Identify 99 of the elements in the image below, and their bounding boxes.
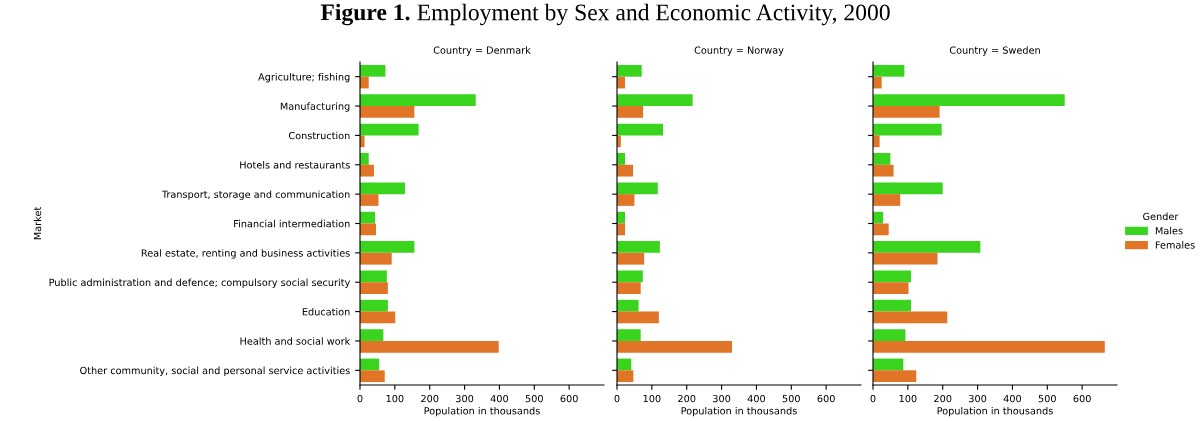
x-tick-label: 500 <box>782 394 800 403</box>
bar <box>873 135 880 148</box>
bar <box>360 370 385 383</box>
bar <box>360 106 415 118</box>
bar <box>873 270 911 283</box>
x-tick-label: 0 <box>357 394 363 403</box>
bar <box>617 123 664 136</box>
x-tick-label: 100 <box>386 394 404 403</box>
y-tick-label: Other community, social and personal service activities <box>80 366 350 377</box>
x-tick-label: 0 <box>614 394 620 403</box>
x-axis-title: Population in thousands <box>424 406 540 417</box>
bar <box>873 358 904 371</box>
bar <box>617 252 645 265</box>
bar <box>873 241 981 253</box>
bar <box>873 106 940 118</box>
y-tick-label: Financial intermediation <box>234 219 350 228</box>
bar <box>360 299 388 312</box>
x-tick-label: 100 <box>899 394 917 403</box>
y-tick-label: Construction <box>288 131 350 140</box>
bar <box>873 311 948 324</box>
y-tick-label: Hotels and restaurants <box>240 161 350 169</box>
bar <box>360 153 369 165</box>
bar <box>617 340 733 353</box>
chart-title: Country = Norway <box>694 46 784 56</box>
bar <box>873 329 906 341</box>
bar <box>360 282 388 294</box>
bar <box>873 153 891 165</box>
bar <box>617 64 642 77</box>
bar <box>360 270 387 283</box>
bar <box>873 299 911 312</box>
bar <box>873 194 901 206</box>
y-axis-title: Market <box>33 207 42 240</box>
bar <box>617 299 639 312</box>
bar <box>617 370 634 383</box>
bar <box>360 340 499 353</box>
bar <box>873 94 1065 107</box>
x-tick-label: 500 <box>1038 394 1056 403</box>
chart-title: Country = Sweden <box>949 46 1040 56</box>
bar <box>617 270 643 283</box>
x-tick-label: 200 <box>678 394 696 403</box>
bar <box>873 164 894 177</box>
bar <box>617 282 641 294</box>
x-tick-label: 100 <box>643 394 661 403</box>
x-axis-title: Population in thousands <box>937 406 1053 417</box>
y-tick-label: Transport, storage and communication <box>161 190 350 200</box>
bar <box>360 252 392 265</box>
x-tick-label: 400 <box>490 394 509 403</box>
bar <box>873 123 942 136</box>
bar <box>360 194 379 206</box>
y-tick-label: Agriculture; fishing <box>258 72 350 83</box>
bar <box>617 241 660 253</box>
bar <box>360 164 374 177</box>
x-axis-title: Population in thousands <box>681 406 797 417</box>
bar <box>873 182 943 195</box>
bar <box>873 252 938 265</box>
bar <box>873 340 1105 353</box>
y-tick-label: Public administration and defence; compulsory social security <box>49 278 350 288</box>
y-tick-label: Education <box>302 307 350 316</box>
bar <box>360 241 415 253</box>
x-tick-label: 500 <box>525 394 543 403</box>
bar <box>360 94 476 107</box>
x-tick-label: 300 <box>456 394 474 403</box>
caption: Figure 1. Employment by Sex and Economic Activity, 2000 <box>320 3 890 26</box>
bar <box>873 223 889 236</box>
x-tick-label: 600 <box>560 394 578 403</box>
bar <box>617 329 641 341</box>
bar <box>617 94 693 107</box>
bar <box>360 123 419 136</box>
bar <box>360 182 405 195</box>
y-tick-label: Real estate, renting and business activities <box>141 249 350 259</box>
x-tick-label: 200 <box>421 394 439 403</box>
bar <box>873 211 884 224</box>
x-tick-label: 600 <box>817 394 835 403</box>
bar <box>360 135 365 148</box>
bar <box>617 311 659 324</box>
bar <box>360 211 375 224</box>
x-tick-label: 0 <box>870 394 876 403</box>
x-tick-label: 300 <box>969 394 987 403</box>
y-tick-label: Health and social work <box>240 337 351 345</box>
bar <box>360 329 384 341</box>
x-tick-label: 400 <box>747 394 766 403</box>
y-tick-label: Manufacturing <box>280 102 350 112</box>
x-tick-label: 200 <box>934 394 952 403</box>
chart-title: Country = Denmark <box>433 46 531 56</box>
x-tick-label: 300 <box>713 394 731 403</box>
bar <box>617 106 644 118</box>
bar <box>873 282 909 294</box>
bar <box>617 194 635 206</box>
legend-title: Gender <box>1143 212 1179 221</box>
bar <box>360 311 396 324</box>
bar <box>617 182 658 195</box>
bar <box>360 64 386 77</box>
legend-label: Males <box>1155 226 1183 235</box>
x-tick-label: 400 <box>1003 394 1022 403</box>
bar <box>873 370 917 383</box>
legend-label: Females <box>1155 241 1195 249</box>
bar <box>873 64 905 77</box>
x-tick-label: 600 <box>1073 394 1091 403</box>
bar <box>617 164 634 177</box>
